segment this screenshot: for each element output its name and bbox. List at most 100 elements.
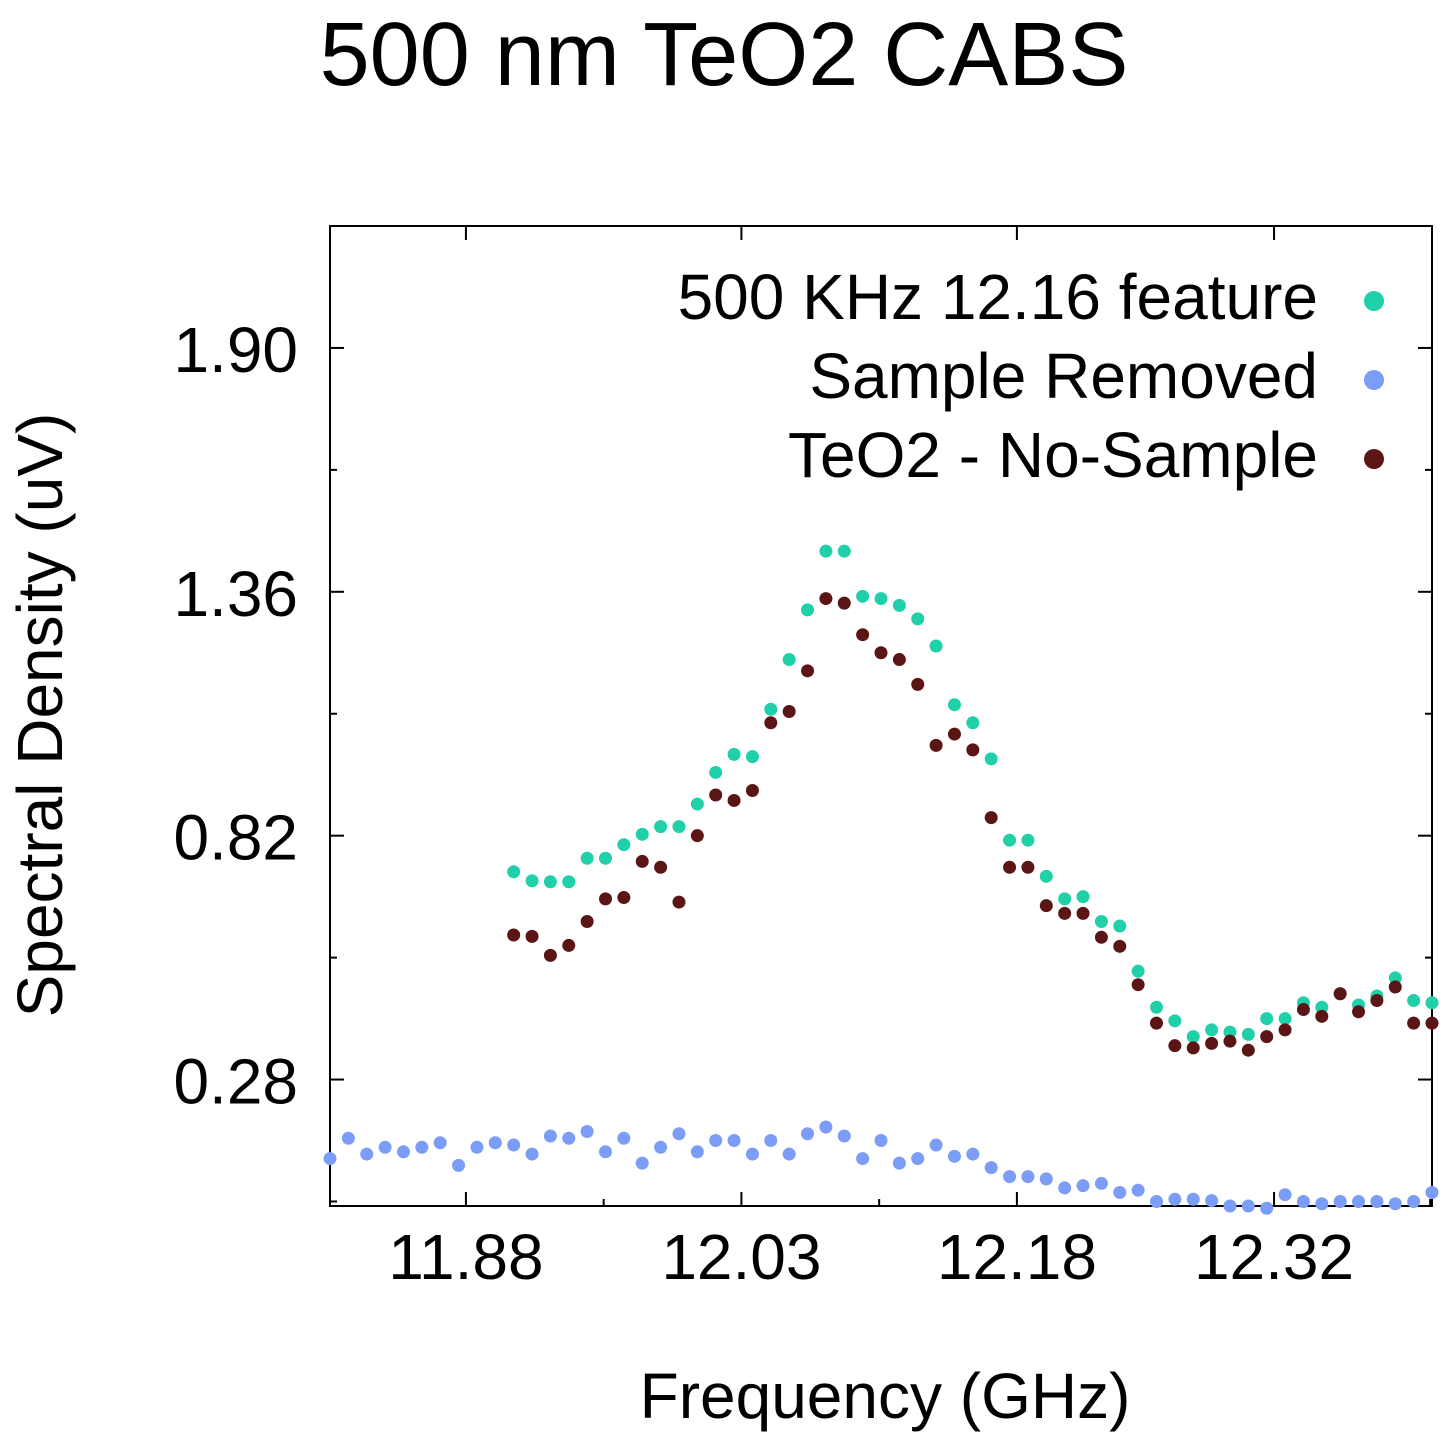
data-point — [1205, 1036, 1219, 1050]
data-point — [1150, 1194, 1163, 1208]
data-point — [892, 598, 906, 612]
data-point — [1260, 1030, 1274, 1044]
data-point — [488, 1136, 502, 1150]
data-point — [1407, 1194, 1421, 1208]
data-point — [599, 1145, 612, 1159]
data-point — [1021, 860, 1035, 874]
data-point — [672, 895, 686, 909]
series-0 — [507, 544, 1439, 1044]
data-point — [911, 612, 925, 626]
data-point — [433, 1136, 447, 1150]
legend-marker — [1364, 291, 1384, 311]
data-point — [1168, 1192, 1182, 1206]
data-point — [929, 1138, 943, 1152]
data-point — [1388, 971, 1402, 985]
data-point — [892, 653, 906, 667]
series-1 — [323, 1120, 1439, 1215]
data-point — [654, 860, 668, 874]
data-point — [1241, 1027, 1255, 1041]
data-point — [727, 1134, 741, 1148]
data-point — [727, 747, 741, 761]
data-point — [801, 603, 815, 617]
data-point — [1186, 1030, 1200, 1044]
data-point — [1352, 1005, 1366, 1019]
data-point — [1260, 1012, 1274, 1026]
data-point — [801, 664, 815, 678]
data-point — [1370, 1194, 1384, 1208]
data-point — [1241, 1199, 1255, 1213]
data-point — [911, 677, 925, 691]
data-point — [617, 891, 631, 905]
data-point — [617, 838, 631, 852]
data-point — [543, 1129, 557, 1143]
data-point — [874, 592, 888, 606]
legend-label: Sample Removed — [809, 340, 1318, 412]
data-point — [1352, 1194, 1366, 1208]
data-point — [1278, 1012, 1292, 1026]
data-point — [599, 892, 612, 906]
data-point — [1223, 1199, 1237, 1213]
data-point — [837, 1129, 851, 1143]
data-point — [966, 743, 980, 757]
data-point — [1333, 987, 1347, 1001]
data-point — [856, 1152, 870, 1166]
data-point — [635, 854, 649, 868]
data-point — [543, 948, 557, 962]
data-point — [1370, 994, 1384, 1008]
data-point — [525, 1147, 539, 1161]
data-point — [1333, 1194, 1347, 1208]
x-tick-label: 12.03 — [661, 1221, 821, 1293]
data-point — [1296, 1194, 1310, 1208]
data-point — [1131, 1183, 1145, 1197]
y-tick-label: 0.28 — [173, 1046, 298, 1118]
data-point — [617, 1131, 631, 1145]
data-point — [1058, 1181, 1072, 1195]
data-point — [1058, 892, 1072, 906]
data-point — [654, 1140, 668, 1154]
series-2 — [507, 592, 1439, 1057]
x-axis-label: Frequency (GHz) — [640, 1360, 1131, 1432]
y-tick-label: 1.36 — [173, 558, 298, 630]
data-point — [819, 544, 833, 558]
y-tick-label: 0.82 — [173, 802, 298, 874]
data-point — [1425, 1016, 1439, 1030]
data-point — [1150, 1016, 1163, 1030]
data-point — [1425, 996, 1439, 1010]
data-point — [396, 1145, 410, 1159]
data-point — [543, 875, 557, 889]
data-point — [947, 727, 961, 741]
y-tick-label: 1.90 — [173, 314, 298, 386]
data-point — [635, 1156, 649, 1170]
data-point — [580, 914, 594, 928]
data-point — [1094, 930, 1108, 944]
data-point — [1260, 1201, 1274, 1215]
data-point — [1278, 1188, 1292, 1202]
data-point — [1076, 890, 1090, 904]
data-point — [819, 592, 833, 606]
data-point — [1039, 869, 1053, 883]
data-point — [1021, 833, 1035, 847]
data-point — [690, 797, 704, 811]
data-point — [1168, 1039, 1182, 1053]
data-point — [837, 544, 851, 558]
data-point — [1223, 1034, 1237, 1048]
y-axis: 0.28 0.82 1.36 1.90 — [173, 314, 1432, 1203]
data-point — [966, 716, 980, 730]
x-tick-label: 11.88 — [388, 1221, 543, 1293]
x-tick-label: 12.18 — [937, 1221, 1097, 1293]
data-point — [1296, 1003, 1310, 1017]
plot-frame — [329, 225, 1433, 1207]
data-point — [507, 1138, 521, 1152]
data-point — [690, 829, 704, 843]
chart-title: 500 nm TeO2 CABS — [320, 5, 1129, 105]
data-point — [1186, 1192, 1200, 1206]
data-point — [782, 1147, 796, 1161]
data-point — [1113, 939, 1127, 953]
data-point — [984, 1161, 998, 1175]
data-point — [709, 788, 723, 802]
data-point — [690, 1145, 704, 1159]
data-point — [1076, 906, 1090, 920]
data-point — [580, 1124, 594, 1138]
